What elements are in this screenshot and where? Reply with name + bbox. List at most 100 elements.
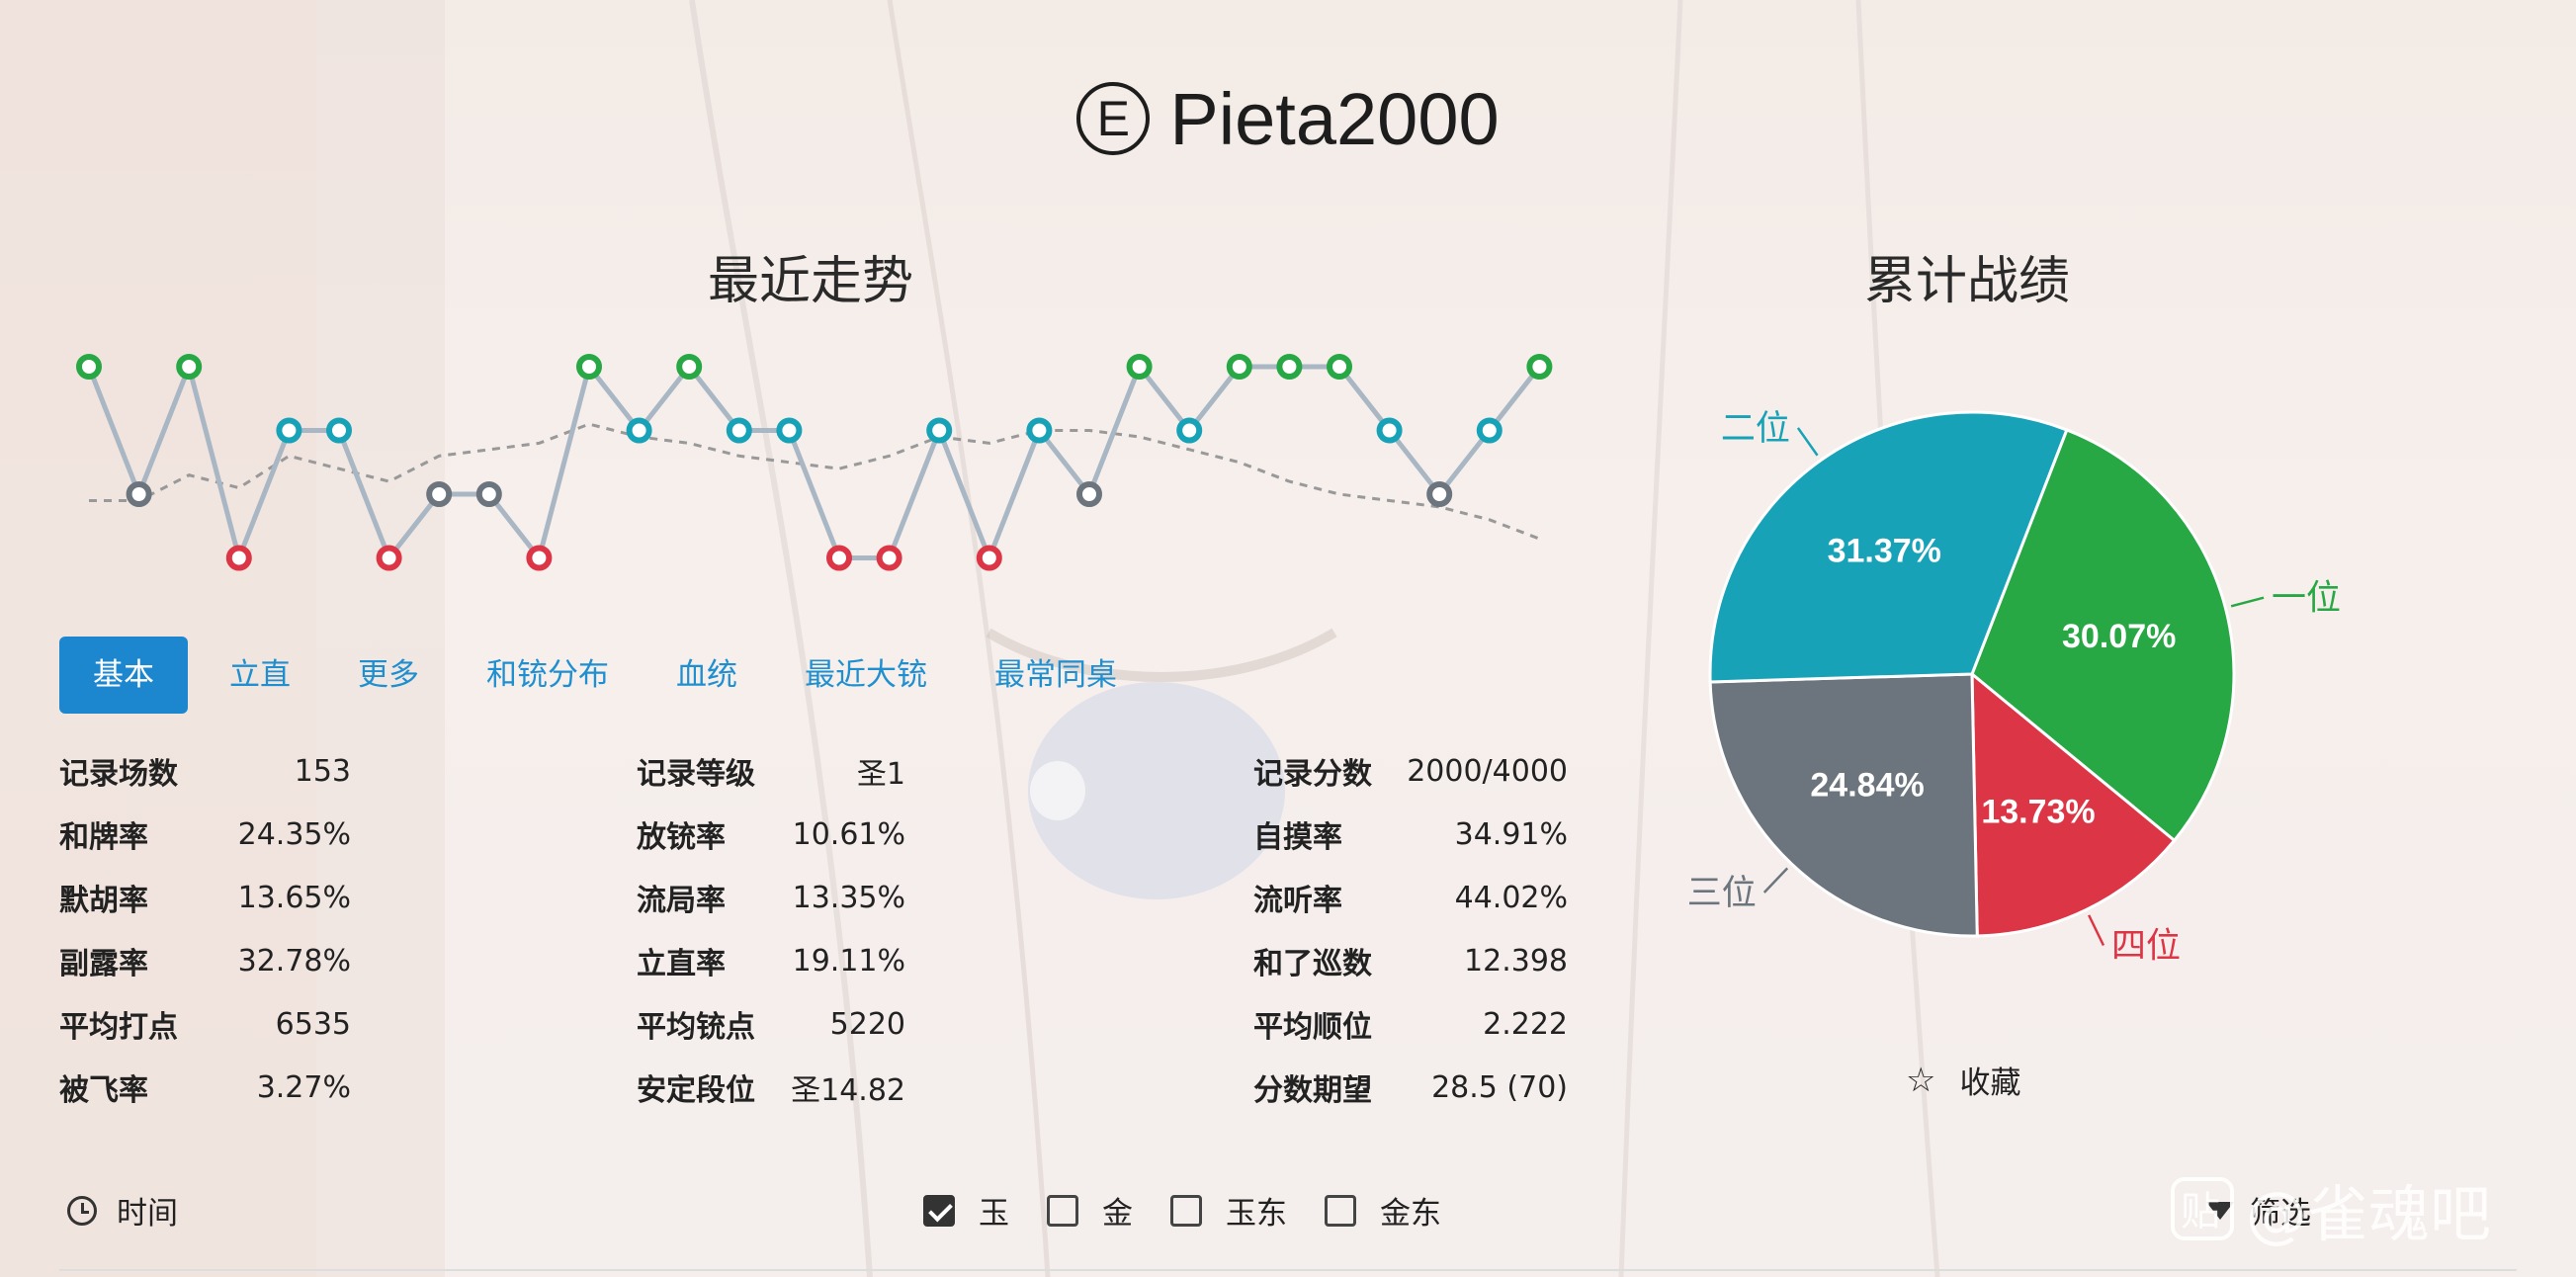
mode-checkbox-jade-east[interactable]: 玉东: [1170, 1188, 1287, 1233]
rank-point: [1176, 417, 1203, 444]
stat-row: 立直率 19.11%: [637, 929, 905, 992]
stat-row: 被飞率 3.27%: [59, 1056, 351, 1119]
rank-point: [926, 417, 953, 444]
stat-value: 圣1: [856, 757, 905, 792]
placement-pie-chart: 30.07% 一位 13.73% 四位 24.84% 三位 31.37% 二位: [1687, 409, 2341, 967]
rank-point: [225, 545, 252, 571]
stat-label: 记录等级: [637, 757, 755, 792]
tab-frequent-opponents[interactable]: 最常同桌: [994, 657, 1117, 693]
rank-line: [86, 358, 1542, 566]
tab-riichi[interactable]: 立直: [229, 657, 291, 693]
pie-leader-line: [2230, 596, 2265, 608]
rank-point: [526, 545, 553, 571]
stat-row: 平均铳点 5220: [637, 992, 905, 1056]
stat-value: 24.35%: [237, 816, 351, 852]
checkbox-icon[interactable]: [1325, 1194, 1356, 1227]
rank-point: [1226, 354, 1252, 380]
stat-row: 流听率 44.02%: [1253, 866, 1568, 929]
rank-point: [826, 545, 852, 571]
pie-slice: [1708, 410, 2069, 684]
pie-leader-line: [2088, 914, 2105, 947]
rank-point: [676, 354, 703, 380]
checkbox-checked-icon[interactable]: [923, 1194, 955, 1227]
mode-checkbox-gold-east[interactable]: 金东: [1325, 1188, 1441, 1233]
pie-category-label: 二位: [1721, 409, 1790, 449]
tab-win-dealin-distribution[interactable]: 和铳分布: [486, 657, 609, 693]
stat-value: 2000/4000: [1407, 753, 1568, 789]
stat-label: 副露率: [59, 947, 148, 981]
rank-point: [76, 354, 102, 380]
rank-point: [976, 545, 1002, 571]
stat-value: 44.02%: [1454, 880, 1568, 915]
stats-column-1: 记录场数 153 和牌率 24.35% 默胡率 13.65% 副露率 32.78% 平均…: [59, 739, 351, 1119]
stat-label: 自摸率: [1253, 820, 1342, 855]
stat-label: 放铳率: [637, 820, 726, 855]
rank-point: [1026, 417, 1053, 444]
rank-point: [876, 545, 902, 571]
rank-point: [475, 481, 502, 507]
stat-value: 34.91%: [1454, 816, 1568, 852]
checkbox-icon[interactable]: [1047, 1194, 1078, 1227]
rank-point: [776, 417, 803, 444]
rank-point: [1526, 354, 1553, 380]
stat-label: 分数期望: [1253, 1073, 1372, 1108]
stat-value: 32.78%: [237, 943, 351, 979]
mode-filters: 玉 金 玉东 金东: [923, 1188, 1479, 1233]
favorite-label: 收藏: [1959, 1065, 2021, 1101]
stat-row: 记录分数 2000/4000: [1253, 739, 1568, 803]
stat-row: 流局率 13.35%: [637, 866, 905, 929]
rank-point: [1376, 417, 1403, 444]
time-label: 时间: [117, 1196, 178, 1232]
pie-slice: [1970, 670, 2177, 938]
rank-point: [376, 545, 402, 571]
rank-point: [726, 417, 752, 444]
pie-category-label: 四位: [2111, 926, 2181, 966]
mode-label: 金东: [1380, 1196, 1441, 1232]
checkbox-icon[interactable]: [1170, 1194, 1202, 1227]
stat-label: 安定段位: [637, 1073, 755, 1108]
favorite-button[interactable]: ☆ 收藏: [1906, 1058, 2020, 1102]
stat-row: 分数期望 28.5 (70): [1253, 1056, 1568, 1119]
stat-value: 153: [294, 753, 351, 789]
stat-value: 3.27%: [256, 1069, 351, 1105]
rank-point: [1426, 481, 1453, 507]
mode-label: 金: [1102, 1196, 1133, 1232]
stat-value: 13.65%: [237, 880, 351, 915]
tab-more[interactable]: 更多: [358, 657, 419, 693]
rank-point: [1076, 481, 1102, 507]
stat-label: 流听率: [1253, 884, 1342, 918]
stat-row: 和牌率 24.35%: [59, 803, 351, 866]
mode-label: 玉东: [1226, 1196, 1287, 1232]
stat-value: 10.61%: [792, 816, 905, 852]
stat-row: 平均打点 6535: [59, 992, 351, 1056]
stat-label: 平均铳点: [637, 1010, 755, 1045]
pie-value-label: 30.07%: [2062, 618, 2176, 655]
stat-label: 流局率: [637, 884, 726, 918]
pie-slice: [1970, 427, 2236, 843]
filter-label: 筛选: [2250, 1196, 2311, 1232]
stat-row: 放铳率 10.61%: [637, 803, 905, 866]
stat-value: 13.35%: [792, 880, 905, 915]
stat-row: 平均顺位 2.222: [1253, 992, 1568, 1056]
pie-category-label: 三位: [1687, 874, 1757, 913]
stats-column-3: 记录分数 2000/4000 自摸率 34.91% 流听率 44.02% 和了巡数 12…: [1253, 739, 1568, 1119]
stat-row: 记录等级 圣1: [637, 739, 905, 803]
rank-point: [1327, 354, 1352, 380]
mode-checkbox-jade[interactable]: 玉: [923, 1188, 1009, 1233]
stat-value: 19.11%: [792, 943, 905, 979]
pie-value-label: 31.37%: [1828, 532, 1941, 569]
player-name: Pieta2000: [1169, 78, 1500, 160]
player-title: E Pieta2000: [0, 77, 2576, 161]
mode-checkbox-gold[interactable]: 金: [1047, 1188, 1133, 1233]
stat-label: 记录分数: [1253, 757, 1372, 792]
stat-value: 6535: [275, 1006, 351, 1042]
tieba-logo-icon: [2171, 1177, 2234, 1240]
tab-lineage[interactable]: 血统: [676, 657, 737, 693]
stats-tabs: 基本 立直 更多 和铳分布 血统 最近大铳 最常同桌: [59, 637, 1159, 714]
stat-label: 和了巡数: [1253, 947, 1372, 981]
time-range-button[interactable]: 时间: [67, 1188, 178, 1233]
tab-basic[interactable]: 基本: [59, 637, 188, 714]
tab-recent-big-dealin[interactable]: 最近大铳: [805, 657, 927, 693]
grade-badge: E: [1076, 82, 1151, 156]
stat-value: 圣14.82: [791, 1073, 905, 1108]
